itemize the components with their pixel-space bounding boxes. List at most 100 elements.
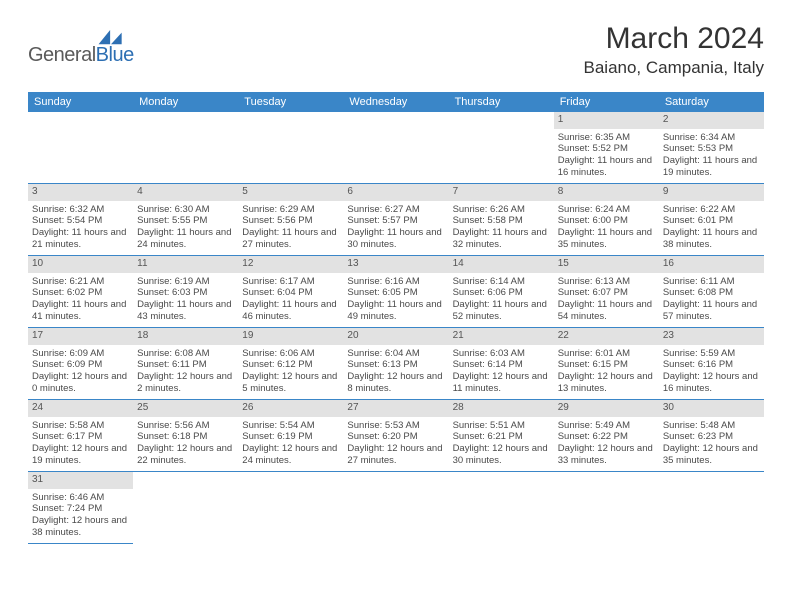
sunset-line: Sunset: 5:56 PM <box>242 215 339 227</box>
sunset-line: Sunset: 5:55 PM <box>137 215 234 227</box>
day-cell: 7Sunrise: 6:26 AMSunset: 5:58 PMDaylight… <box>449 184 554 256</box>
daylight-line: Daylight: 12 hours and 33 minutes. <box>558 443 655 467</box>
day-number: 18 <box>133 328 238 345</box>
sunset-line: Sunset: 6:22 PM <box>558 431 655 443</box>
sunrise-line: Sunrise: 6:03 AM <box>453 348 550 360</box>
day-cell: 17Sunrise: 6:09 AMSunset: 6:09 PMDayligh… <box>28 328 133 400</box>
sunset-line: Sunset: 5:57 PM <box>347 215 444 227</box>
day-number: 10 <box>28 256 133 273</box>
day-number: 2 <box>659 112 764 129</box>
sunset-line: Sunset: 6:12 PM <box>242 359 339 371</box>
day-cell: 31Sunrise: 6:46 AMSunset: 7:24 PMDayligh… <box>28 472 133 544</box>
weekday-header: Friday <box>554 92 659 112</box>
sunset-line: Sunset: 6:03 PM <box>137 287 234 299</box>
day-cell: 5Sunrise: 6:29 AMSunset: 5:56 PMDaylight… <box>238 184 343 256</box>
sunset-line: Sunset: 6:15 PM <box>558 359 655 371</box>
day-number: 3 <box>28 184 133 201</box>
daylight-line: Daylight: 11 hours and 32 minutes. <box>453 227 550 251</box>
sunrise-line: Sunrise: 6:17 AM <box>242 276 339 288</box>
day-number: 24 <box>28 400 133 417</box>
daylight-line: Daylight: 11 hours and 46 minutes. <box>242 299 339 323</box>
daylight-line: Daylight: 12 hours and 5 minutes. <box>242 371 339 395</box>
day-number: 13 <box>343 256 448 273</box>
calendar-grid: SundayMondayTuesdayWednesdayThursdayFrid… <box>28 92 764 544</box>
daylight-line: Daylight: 12 hours and 35 minutes. <box>663 443 760 467</box>
day-cell: 20Sunrise: 6:04 AMSunset: 6:13 PMDayligh… <box>343 328 448 400</box>
day-cell: 8Sunrise: 6:24 AMSunset: 6:00 PMDaylight… <box>554 184 659 256</box>
daylight-line: Daylight: 12 hours and 13 minutes. <box>558 371 655 395</box>
day-cell: 25Sunrise: 5:56 AMSunset: 6:18 PMDayligh… <box>133 400 238 472</box>
sunset-line: Sunset: 6:07 PM <box>558 287 655 299</box>
day-number: 28 <box>449 400 554 417</box>
sunset-line: Sunset: 7:24 PM <box>32 503 129 515</box>
day-number: 1 <box>554 112 659 129</box>
sunset-line: Sunset: 6:21 PM <box>453 431 550 443</box>
day-cell: 3 Sunrise: 6:32 AMSunset: 5:54 PMDaylight… <box>28 184 133 256</box>
sunrise-line: Sunrise: 6:24 AM <box>558 204 655 216</box>
sunset-line: Sunset: 6:06 PM <box>453 287 550 299</box>
weekday-header: Wednesday <box>343 92 448 112</box>
sunrise-line: Sunrise: 5:56 AM <box>137 420 234 432</box>
sunrise-line: Sunrise: 6:19 AM <box>137 276 234 288</box>
empty-cell <box>28 112 133 184</box>
day-cell: 16Sunrise: 6:11 AMSunset: 6:08 PMDayligh… <box>659 256 764 328</box>
sunrise-line: Sunrise: 6:32 AM <box>32 204 129 216</box>
daylight-line: Daylight: 11 hours and 52 minutes. <box>453 299 550 323</box>
sunrise-line: Sunrise: 5:53 AM <box>347 420 444 432</box>
sunset-line: Sunset: 6:23 PM <box>663 431 760 443</box>
month-title: March 2024 <box>584 22 765 56</box>
daylight-line: Daylight: 11 hours and 38 minutes. <box>663 227 760 251</box>
sunrise-line: Sunrise: 6:34 AM <box>663 132 760 144</box>
day-cell: 28Sunrise: 5:51 AMSunset: 6:21 PMDayligh… <box>449 400 554 472</box>
day-number: 29 <box>554 400 659 417</box>
sunrise-line: Sunrise: 6:14 AM <box>453 276 550 288</box>
day-cell: 18Sunrise: 6:08 AMSunset: 6:11 PMDayligh… <box>133 328 238 400</box>
daylight-line: Daylight: 12 hours and 24 minutes. <box>242 443 339 467</box>
header-row: GeneralBlue March 2024 Baiano, Campania,… <box>28 22 764 78</box>
day-cell: 9Sunrise: 6:22 AMSunset: 6:01 PMDaylight… <box>659 184 764 256</box>
weekday-header: Tuesday <box>238 92 343 112</box>
sunrise-line: Sunrise: 6:16 AM <box>347 276 444 288</box>
day-cell: 2Sunrise: 6:34 AMSunset: 5:53 PMDaylight… <box>659 112 764 184</box>
day-number: 31 <box>28 472 133 489</box>
headings: March 2024 Baiano, Campania, Italy <box>584 22 765 78</box>
day-cell: 11Sunrise: 6:19 AMSunset: 6:03 PMDayligh… <box>133 256 238 328</box>
sunset-line: Sunset: 6:09 PM <box>32 359 129 371</box>
sunset-line: Sunset: 6:05 PM <box>347 287 444 299</box>
sunrise-line: Sunrise: 5:54 AM <box>242 420 339 432</box>
sunset-line: Sunset: 6:16 PM <box>663 359 760 371</box>
daylight-line: Daylight: 12 hours and 19 minutes. <box>32 443 129 467</box>
sunrise-line: Sunrise: 5:49 AM <box>558 420 655 432</box>
daylight-line: Daylight: 11 hours and 21 minutes. <box>32 227 129 251</box>
sunrise-line: Sunrise: 6:35 AM <box>558 132 655 144</box>
daylight-line: Daylight: 11 hours and 41 minutes. <box>32 299 129 323</box>
day-number: 12 <box>238 256 343 273</box>
sunset-line: Sunset: 5:54 PM <box>32 215 129 227</box>
day-cell: 13Sunrise: 6:16 AMSunset: 6:05 PMDayligh… <box>343 256 448 328</box>
day-number: 5 <box>238 184 343 201</box>
day-number: 30 <box>659 400 764 417</box>
day-cell: 15Sunrise: 6:13 AMSunset: 6:07 PMDayligh… <box>554 256 659 328</box>
daylight-line: Daylight: 12 hours and 16 minutes. <box>663 371 760 395</box>
daylight-line: Daylight: 11 hours and 57 minutes. <box>663 299 760 323</box>
sunrise-line: Sunrise: 6:11 AM <box>663 276 760 288</box>
brand-logo: GeneralBlue <box>28 30 134 67</box>
empty-cell <box>449 112 554 184</box>
daylight-line: Daylight: 11 hours and 24 minutes. <box>137 227 234 251</box>
day-cell: 26Sunrise: 5:54 AMSunset: 6:19 PMDayligh… <box>238 400 343 472</box>
weekday-header: Monday <box>133 92 238 112</box>
sunset-line: Sunset: 6:08 PM <box>663 287 760 299</box>
sunset-line: Sunset: 6:00 PM <box>558 215 655 227</box>
day-number: 20 <box>343 328 448 345</box>
day-cell: 27Sunrise: 5:53 AMSunset: 6:20 PMDayligh… <box>343 400 448 472</box>
daylight-line: Daylight: 12 hours and 2 minutes. <box>137 371 234 395</box>
day-number: 17 <box>28 328 133 345</box>
day-number: 21 <box>449 328 554 345</box>
day-cell: 23Sunrise: 5:59 AMSunset: 6:16 PMDayligh… <box>659 328 764 400</box>
empty-cell <box>238 112 343 184</box>
sunrise-line: Sunrise: 6:26 AM <box>453 204 550 216</box>
daylight-line: Daylight: 12 hours and 11 minutes. <box>453 371 550 395</box>
day-cell: 4Sunrise: 6:30 AMSunset: 5:55 PMDaylight… <box>133 184 238 256</box>
sunset-line: Sunset: 6:20 PM <box>347 431 444 443</box>
sunrise-line: Sunrise: 6:09 AM <box>32 348 129 360</box>
